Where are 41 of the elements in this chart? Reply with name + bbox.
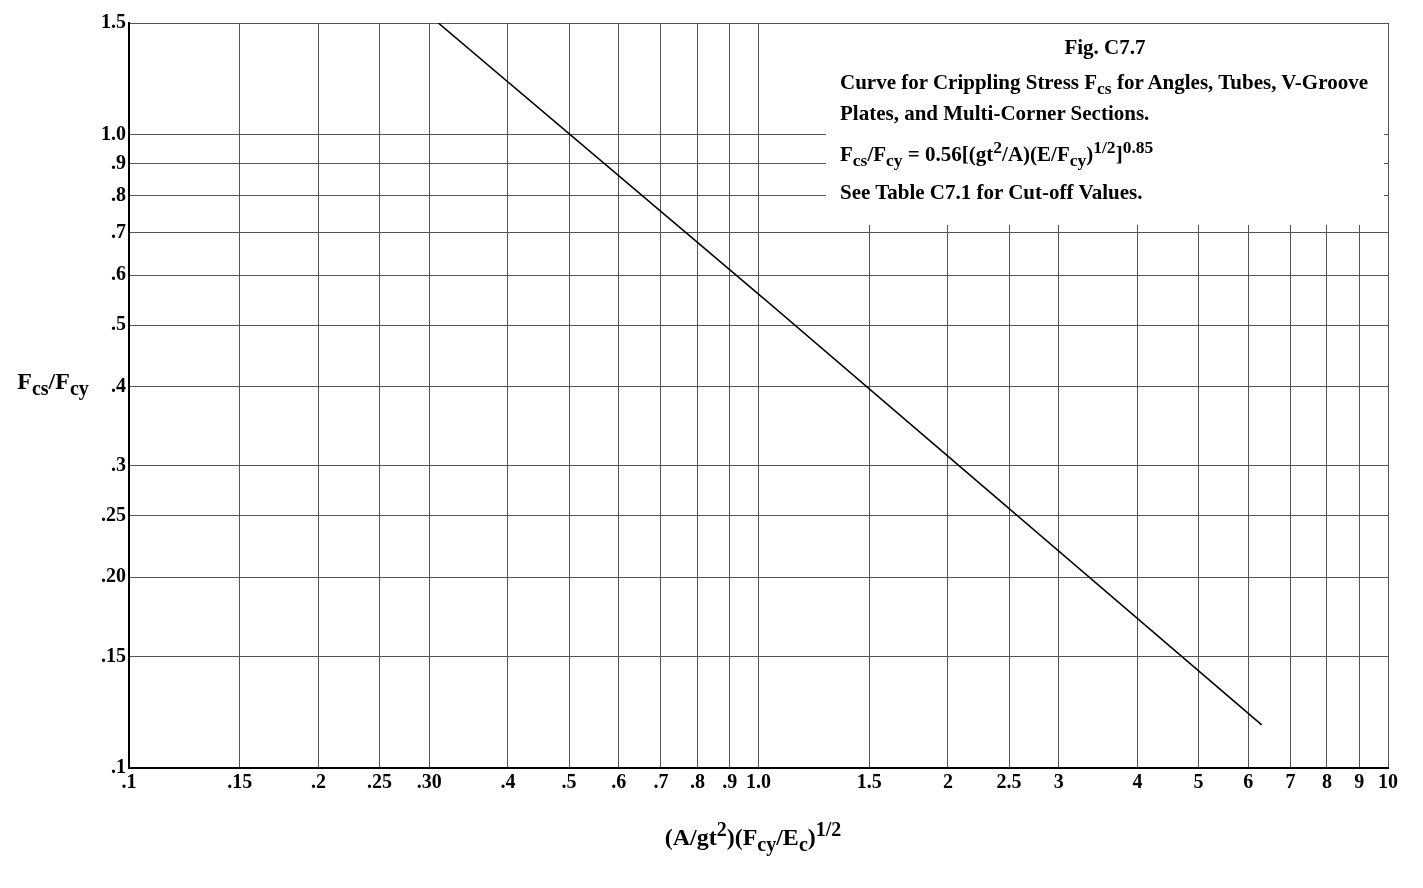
x-tick-label: 2.5 (996, 770, 1022, 793)
y-tick-label: .8 (111, 183, 126, 206)
y-tick-label: .3 (111, 452, 126, 475)
x-tick-label: .5 (561, 770, 577, 793)
y-tick-label: .6 (111, 262, 126, 285)
x-tick-label: 9 (1354, 770, 1365, 793)
y-tick-label: .9 (111, 150, 126, 173)
y-tick-label: .1 (111, 755, 126, 778)
x-tick-label: .15 (227, 770, 253, 793)
x-tick-label: 3 (1053, 770, 1064, 793)
x-tick-label: .7 (653, 770, 669, 793)
y-tick-label: .4 (111, 373, 126, 396)
x-tick-label: 6 (1243, 770, 1254, 793)
y-tick-label: 1.0 (101, 121, 126, 144)
x-tick-label: 7 (1285, 770, 1296, 793)
x-tick-label: 1.0 (746, 770, 771, 793)
y-tick-label: .5 (111, 312, 126, 335)
x-tick-label: .30 (416, 770, 442, 793)
x-tick-label: 4 (1132, 770, 1143, 793)
annotation: Fig. C7.7 (1063, 34, 1147, 61)
y-tick-label: .7 (111, 219, 126, 242)
text: F$_{cs}$/F$_{cy}$ = 0.56[(gt$^{2}$/A)(E/F$_{cy}$)$^{1/2}$]$^{0.85}$ (840, 136, 1154, 170)
y-tick-label: 1.5 (101, 10, 126, 33)
x-tick-label: .25 (367, 770, 392, 793)
x-tick-label: .9 (722, 770, 738, 793)
x-tick-label: 10 (1378, 770, 1398, 793)
x-tick-label: 2 (943, 770, 953, 793)
y-tick-label: .15 (101, 643, 126, 666)
x-axis-title: (A/gt$^{2}$)(F$_{cy}$/E$_{c}$)$^{1/2}$ (663, 818, 843, 856)
x-tick-label: .2 (311, 770, 326, 793)
y-tick-label: .20 (101, 564, 126, 587)
y-axis-title: F$_{cs}$/F$_{cy}$ (16, 368, 90, 400)
x-tick-label: 5 (1193, 770, 1204, 793)
annotation: Curve for Crippling Stress F$_{cs}$ for Angles, Tubes, V-Groove Plates, and Multi-Corner Sections. (840, 69, 1369, 128)
annotation: See Table C7.1 for Cut-off Values. (840, 179, 1144, 207)
x-tick-label: .4 (500, 770, 516, 793)
y-tick-label: .25 (101, 503, 126, 526)
x-tick-label: 8 (1322, 770, 1332, 793)
x-tick-label: .6 (611, 770, 627, 793)
x-tick-label: .8 (690, 770, 705, 793)
x-tick-label: 1.5 (856, 770, 882, 793)
